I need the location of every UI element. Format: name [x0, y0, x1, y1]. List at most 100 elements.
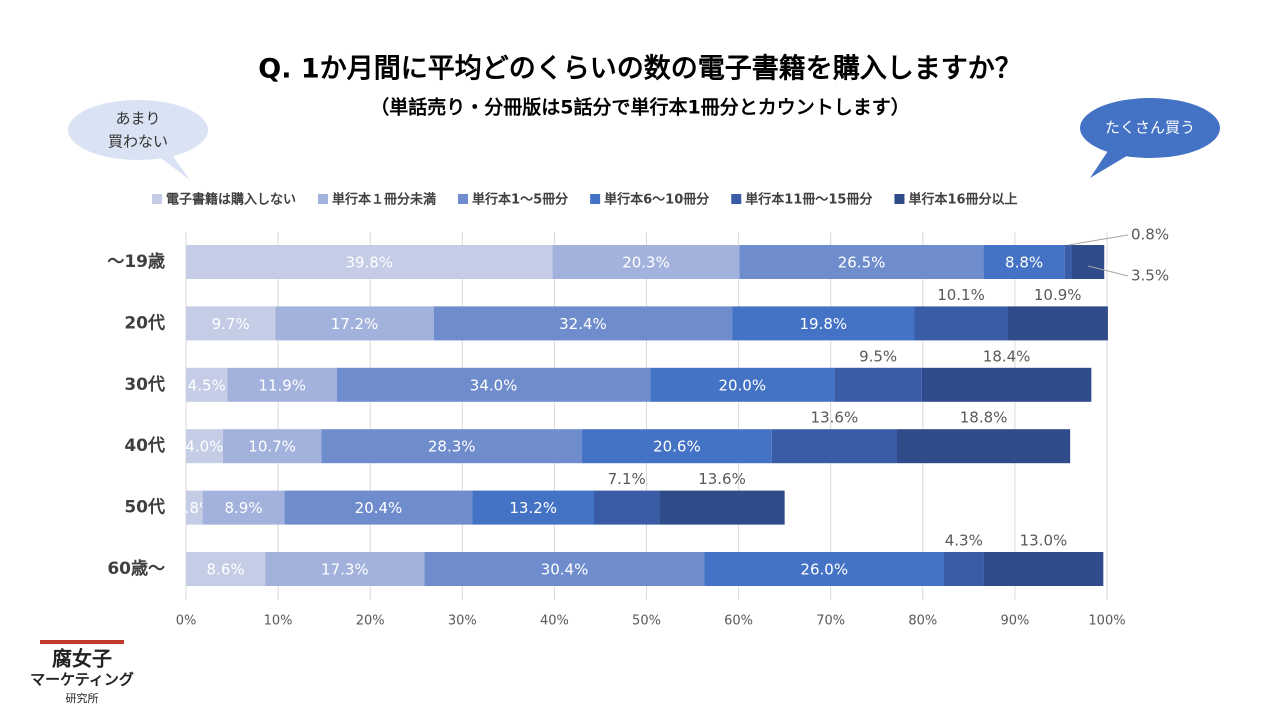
bar-segment [650, 367, 835, 402]
bar-segment [186, 245, 553, 279]
bar-segment [1064, 245, 1073, 279]
annotation: たくさん買う [1105, 119, 1195, 137]
legend-swatch [458, 194, 469, 204]
bar-segment [897, 429, 1071, 464]
bar-segment [472, 490, 595, 525]
x-tick-label: 30% [448, 614, 477, 629]
value-label: 0.8% [1131, 226, 1169, 244]
value-label: 10.9% [1034, 286, 1082, 304]
value-label: 4.0% [185, 438, 223, 456]
value-label: 20.4% [355, 499, 403, 517]
bar-segment [704, 552, 944, 586]
bar-segment [983, 245, 1065, 279]
x-tick-label: 20% [356, 614, 385, 629]
x-tick-label: 100% [1088, 614, 1125, 629]
x-tick-label: 70% [816, 614, 845, 629]
value-label: 32.4% [559, 315, 607, 333]
bar-segment [227, 367, 338, 402]
y-tick-label: 40代 [124, 435, 165, 456]
bar-segment [921, 367, 1092, 402]
bar-segment [943, 552, 984, 586]
value-label: 7.1% [608, 470, 646, 488]
bar-segment [834, 367, 922, 402]
y-tick-label: 60歳～ [107, 558, 165, 579]
chart-title: Q. 1か月間に平均どのくらいの数の電子書籍を購入しますか？ [258, 53, 1021, 85]
value-label: 13.2% [509, 499, 557, 517]
x-tick-label: 50% [632, 614, 661, 629]
x-tick-label: 90% [1000, 614, 1029, 629]
value-label: 34.0% [470, 376, 518, 394]
logo-text: 腐女子 [52, 647, 112, 671]
value-label: 18.8% [960, 409, 1008, 427]
bar-segment [732, 306, 915, 341]
bar-segment [337, 367, 651, 402]
x-tick-label: 0% [176, 614, 197, 629]
bubble-tail [1090, 148, 1130, 178]
bar-segment [582, 429, 772, 464]
leader-line [1087, 265, 1129, 277]
legend-label: 単行本１冊分未満 [332, 192, 436, 208]
y-tick-label: ～19歳 [107, 251, 165, 272]
y-tick-label: 30代 [124, 374, 165, 395]
value-label: 26.5% [838, 254, 886, 272]
value-label: 13.6% [698, 470, 746, 488]
value-label: 39.8% [345, 254, 393, 272]
bar-segment [1072, 245, 1105, 279]
bar-segment [186, 306, 276, 341]
logo: 腐女子 マーケティング 研究所 [30, 640, 134, 705]
value-label: 11.9% [258, 376, 306, 394]
bar-segment [771, 429, 898, 464]
logo-text: マーケティング [30, 671, 134, 689]
legend-label: 単行本1～5冊分 [472, 192, 568, 208]
value-label: 8.6% [207, 561, 245, 579]
bar-segment [433, 306, 733, 341]
value-label: 9.5% [859, 347, 897, 365]
bar-segment [284, 490, 473, 525]
value-label: 13.6% [811, 409, 859, 427]
value-label: 20.3% [622, 254, 670, 272]
bar-segment [186, 429, 223, 464]
x-tick-label: 60% [724, 614, 753, 629]
bar-segment [321, 429, 583, 464]
bar-segment [202, 490, 285, 525]
legend-label: 単行本6～10冊分 [604, 192, 709, 208]
value-label: 13.0% [1020, 532, 1068, 550]
value-label: 28.3% [428, 438, 476, 456]
value-label: 4.5% [188, 376, 226, 394]
bar-segment [914, 306, 1008, 341]
bar-segment [186, 552, 266, 586]
chart-subtitle: （単話売り・分冊版は5話分で単行本1冊分とカウントします） [370, 96, 909, 119]
annotation: あまり [115, 110, 160, 128]
bar-segment [739, 245, 984, 279]
value-label: 18.4% [983, 347, 1031, 365]
legend-label: 単行本11冊～15冊分 [745, 192, 872, 208]
legend-swatch [894, 194, 905, 204]
bubble-tail [150, 150, 190, 180]
bar-segment [222, 429, 322, 464]
value-label: 10.7% [248, 438, 296, 456]
legend-swatch [731, 194, 742, 204]
value-label: 26.0% [800, 561, 848, 579]
bar-segment [659, 490, 785, 525]
bar-segment [1007, 306, 1108, 341]
logo-text: 研究所 [66, 691, 99, 705]
value-label: 17.2% [331, 315, 379, 333]
bar-segment [424, 552, 705, 586]
value-label: 8.8% [1005, 254, 1043, 272]
legend-swatch [590, 194, 601, 204]
value-label: 9.7% [212, 315, 250, 333]
value-label: 20.0% [718, 376, 766, 394]
x-tick-label: 40% [540, 614, 569, 629]
y-tick-label: 20代 [124, 312, 165, 333]
leader-line [1068, 234, 1129, 246]
legend-swatch [318, 194, 329, 204]
logo-bar [40, 640, 124, 644]
value-label: 8.9% [225, 499, 263, 517]
value-label: 3.5% [1131, 267, 1169, 285]
bar-segment [594, 490, 660, 525]
bubble-high [1080, 98, 1220, 158]
value-label: 4.3% [945, 532, 983, 550]
x-tick-label: 10% [264, 614, 293, 629]
